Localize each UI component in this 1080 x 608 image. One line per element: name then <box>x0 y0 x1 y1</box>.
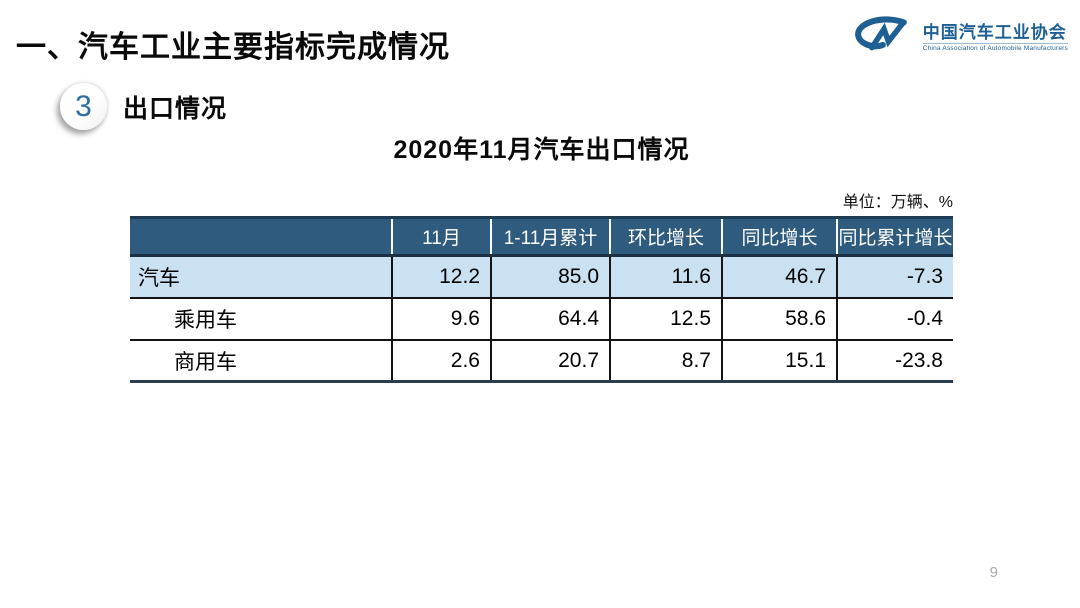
section-marker: 3 出口情况 <box>60 83 227 130</box>
header-cell-month: 11月 <box>391 219 490 254</box>
table-row-commercial: 商用车 2.6 20.7 8.7 15.1 -23.8 <box>130 341 953 383</box>
export-data-table: 11月 1-11月累计 环比增长 同比增长 同比累计增长 汽车 12.2 85.… <box>130 216 953 383</box>
cell-value: 20.7 <box>490 341 609 380</box>
header-cell-yoy-growth: 同比增长 <box>721 219 836 254</box>
cell-value: -23.8 <box>836 341 953 380</box>
row-label: 汽车 <box>138 267 180 290</box>
table-header-row: 11月 1-11月累计 环比增长 同比增长 同比累计增长 <box>130 216 953 257</box>
unit-note: 单位：万辆、% <box>842 194 953 211</box>
logo-name-en: China Association of Automobile Manufact… <box>922 43 1068 53</box>
section-label: 出口情况 <box>123 94 228 123</box>
row-label: 乘用车 <box>174 309 237 332</box>
cell-value: 9.6 <box>391 299 490 339</box>
header-cell-blank <box>130 219 391 254</box>
header-cell-yoy-cumulative-growth: 同比累计增长 <box>836 219 953 254</box>
row-label: 商用车 <box>174 350 237 374</box>
cell-value: 11.6 <box>609 257 721 297</box>
cell-value: 46.7 <box>721 257 836 297</box>
header-cell-mom-growth: 环比增长 <box>609 219 721 254</box>
header-cell-cumulative: 1-11月累计 <box>490 219 609 254</box>
cell-value: 64.4 <box>490 299 609 339</box>
page-title: 一、汽车工业主要指标完成情况 <box>16 31 450 64</box>
logo-name-cn: 中国汽车工业协会 <box>922 22 1067 42</box>
caam-logo: 中国汽车工业协会 China Association of Automobile… <box>851 14 1068 61</box>
cell-value: -7.3 <box>836 257 953 297</box>
cell-value: 58.6 <box>721 299 836 339</box>
page-number: 9 <box>989 564 998 581</box>
table-row-total: 汽车 12.2 85.0 11.6 46.7 -7.3 <box>130 257 953 299</box>
table-row-passenger: 乘用车 9.6 64.4 12.5 58.6 -0.4 <box>130 299 953 341</box>
cell-value: 2.6 <box>391 341 490 380</box>
caam-monogram-icon <box>851 14 917 61</box>
cell-value: 15.1 <box>721 341 836 380</box>
cell-value: 12.2 <box>391 257 490 297</box>
cell-value: 85.0 <box>490 257 609 297</box>
cell-value: 12.5 <box>609 299 721 339</box>
cell-value: 8.7 <box>609 341 721 380</box>
cell-value: -0.4 <box>836 299 953 339</box>
table-title: 2020年11月汽车出口情况 <box>393 136 690 164</box>
section-number-badge: 3 <box>60 83 107 130</box>
